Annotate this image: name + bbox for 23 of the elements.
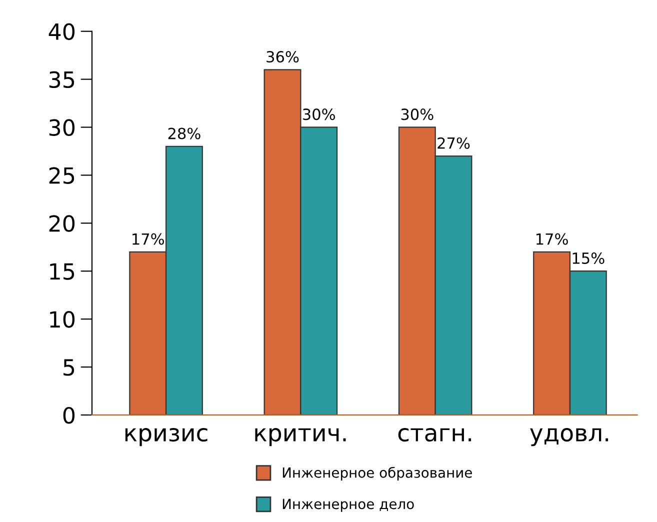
y-tick-label: 5 [64, 359, 74, 376]
x-tick-label: кризис [125, 428, 208, 446]
y-tick-label: 0 [63, 406, 75, 424]
data-label: 17% [536, 233, 568, 245]
x-tick-label: критич. [255, 428, 346, 446]
data-label: 28% [168, 128, 200, 140]
x-tick-label: стагн. [398, 428, 472, 442]
y-tick-label: 30 [49, 119, 75, 136]
data-label: 17% [132, 233, 164, 245]
data-label: 30% [401, 108, 434, 120]
y-tick-label: 25 [49, 167, 74, 184]
legend-label: Инженерное образование [282, 466, 472, 481]
data-label: 27% [438, 137, 470, 149]
y-tick-label: 20 [49, 215, 75, 232]
data-label: 30% [303, 108, 335, 120]
y-tick-label: 35 [49, 71, 74, 88]
x-tick-label: удовл. [530, 428, 608, 446]
y-tick-label: 15 [50, 263, 74, 280]
data-label: 15% [572, 252, 604, 264]
legend-label: Инженерное дело [282, 498, 414, 512]
y-tick-label: 40 [48, 23, 75, 40]
data-label: 36% [266, 51, 299, 63]
y-tick-label: 10 [50, 311, 75, 328]
